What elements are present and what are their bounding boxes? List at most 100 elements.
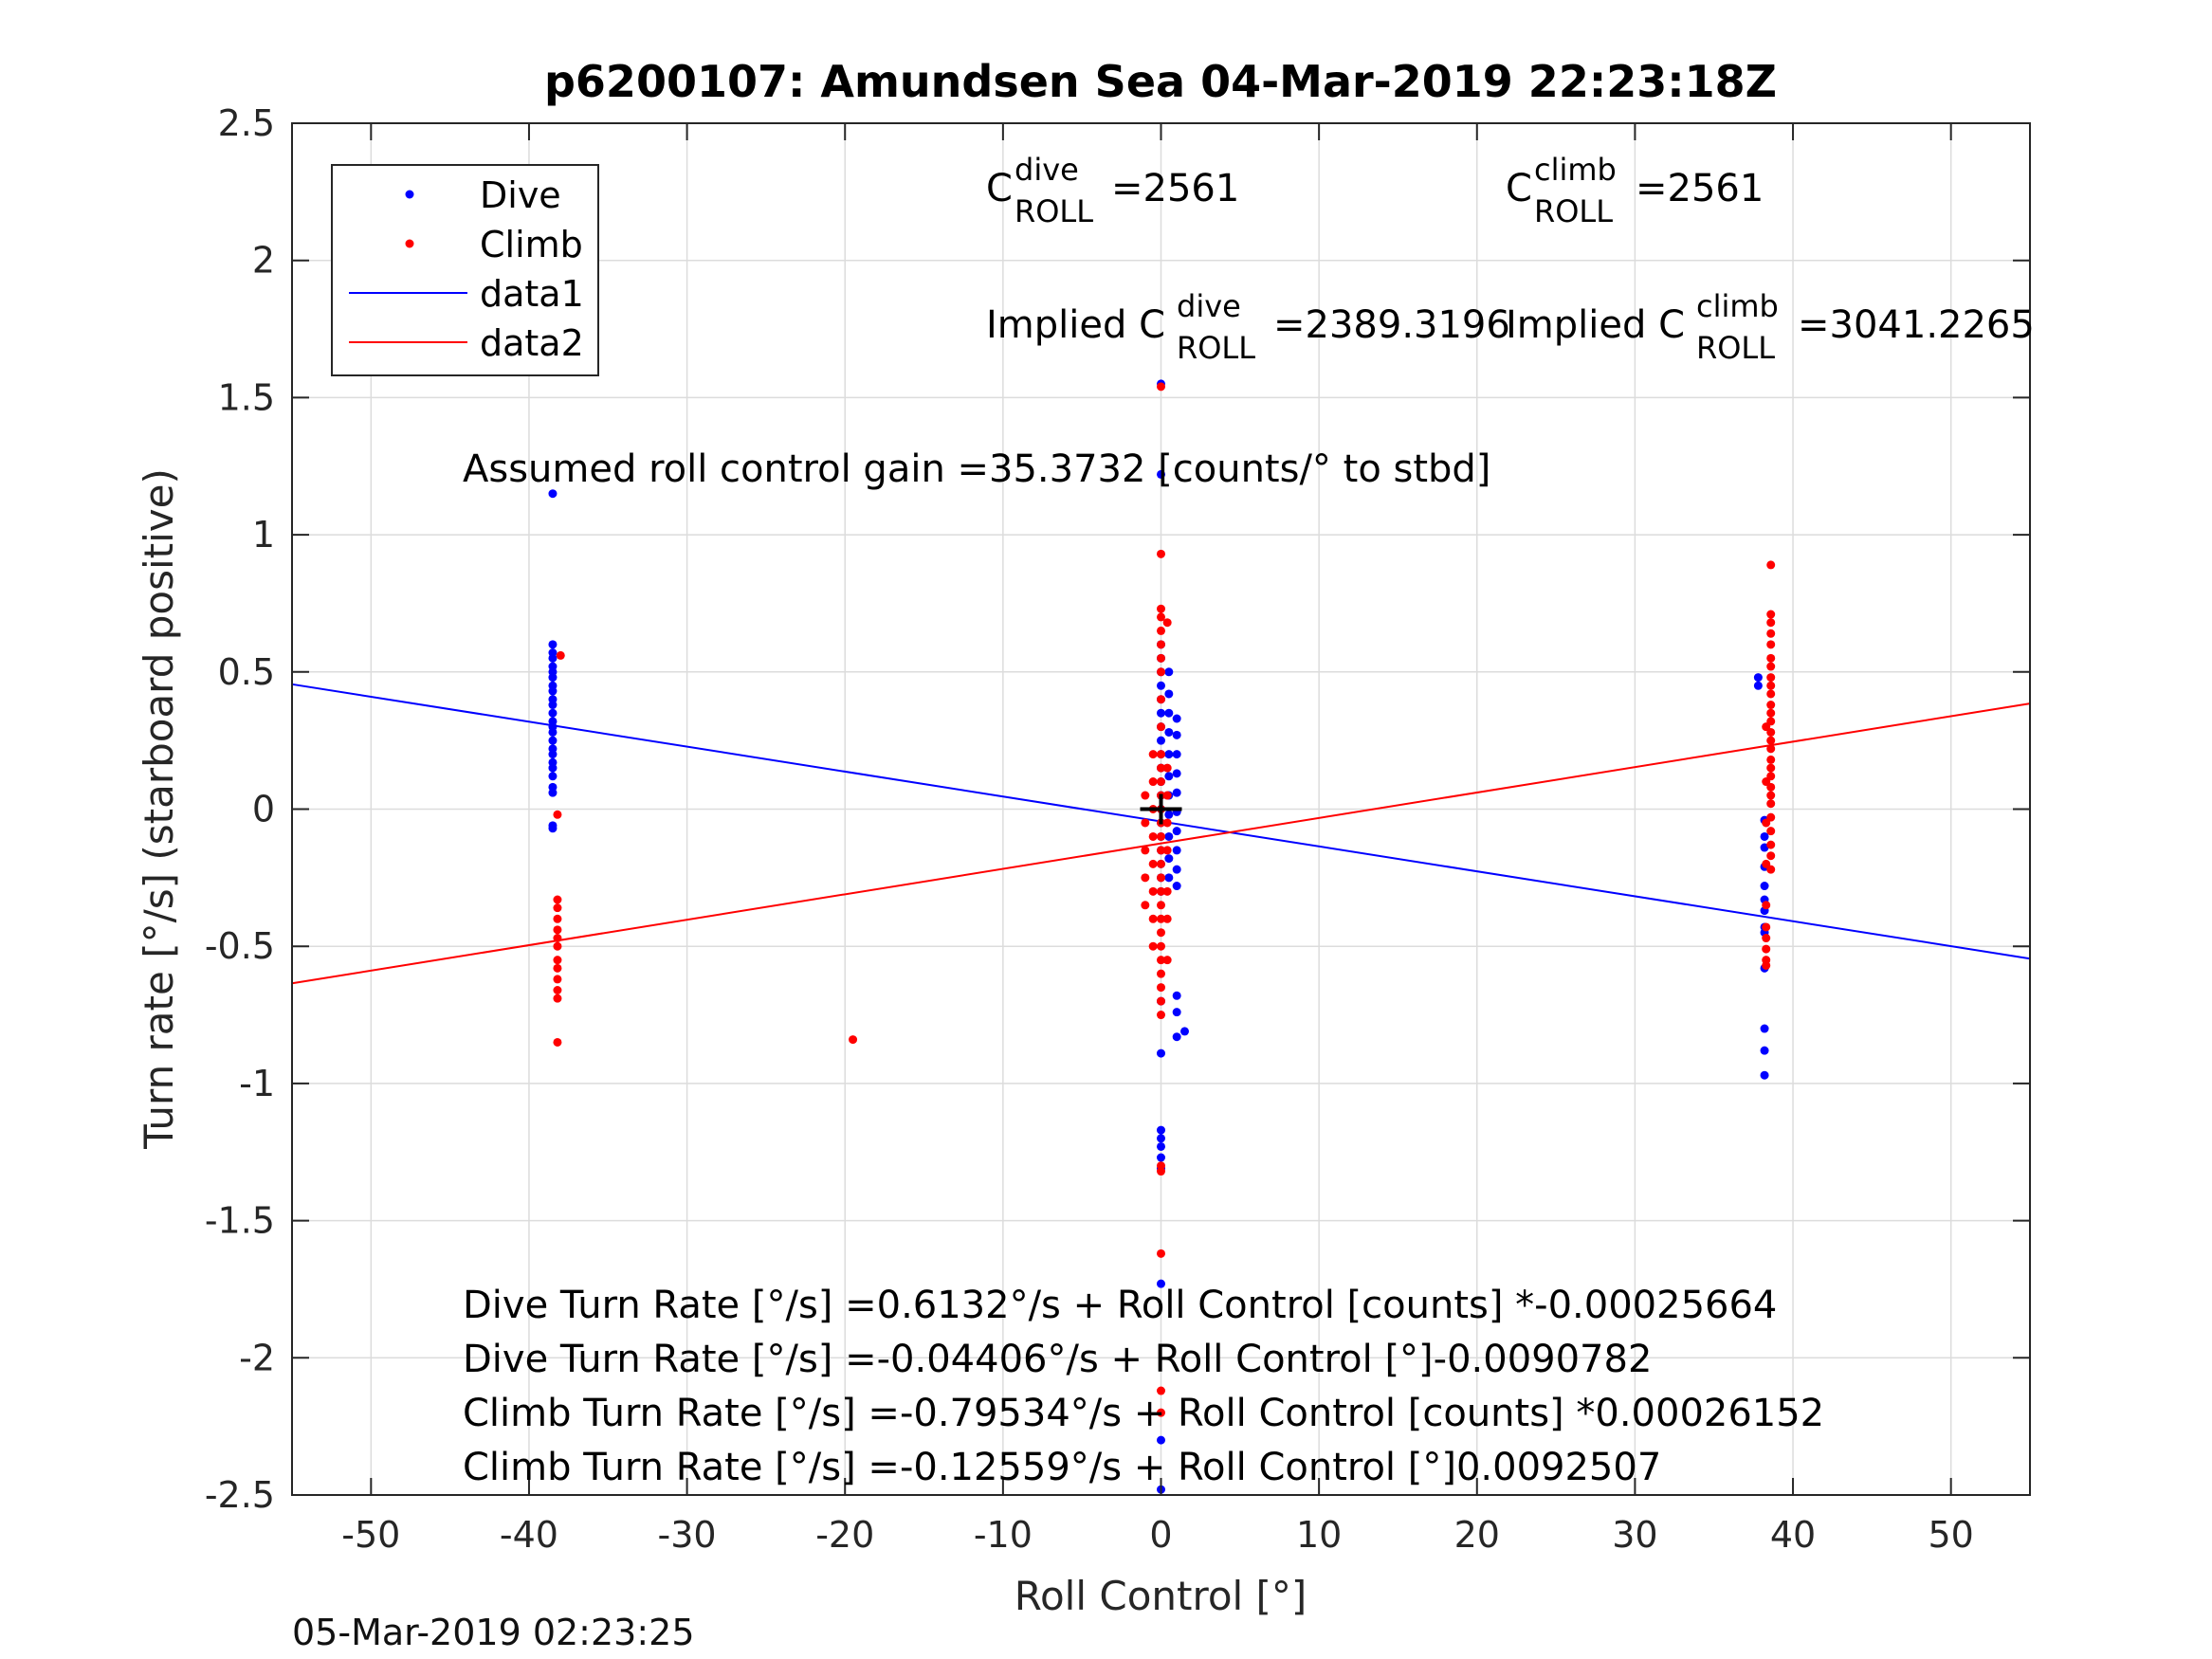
- climb-point: [1766, 744, 1776, 754]
- climb-point: [553, 1037, 562, 1047]
- dive-point: [1164, 831, 1174, 841]
- climb-point: [1157, 653, 1165, 663]
- climb-point: [1162, 618, 1172, 628]
- climb-point: [1157, 640, 1165, 649]
- climb-point: [1148, 914, 1158, 923]
- x-tick-label: -50: [341, 1514, 400, 1556]
- y-tick-label: -1.5: [205, 1200, 275, 1242]
- dive-point: [1164, 689, 1174, 699]
- legend-label-data2: data2: [480, 322, 584, 364]
- climb-point: [1157, 886, 1165, 896]
- c-roll-dive-value: =2561: [1111, 167, 1239, 210]
- x-tick-label: 10: [1296, 1514, 1342, 1556]
- dive-point: [548, 736, 558, 745]
- climb-point: [1157, 695, 1165, 704]
- dive-point: [1164, 727, 1174, 737]
- dive-point: [548, 653, 558, 663]
- legend-marker-dive: [405, 190, 414, 199]
- climb-point: [553, 914, 562, 923]
- legend-label-dive: Dive: [480, 174, 561, 216]
- y-tick-label: 1: [252, 514, 275, 556]
- fit-equation-eq1: Dive Turn Rate [°/s] =0.6132°/s + Roll C…: [463, 1284, 1777, 1327]
- climb-point: [1766, 629, 1776, 638]
- dive-point: [548, 640, 558, 649]
- climb-point: [1157, 996, 1165, 1006]
- climb-point: [1157, 1011, 1165, 1020]
- chart-title: p6200107: Amundsen Sea 04-Mar-2019 22:23…: [544, 56, 1777, 107]
- dive-point: [1172, 1032, 1181, 1042]
- legend-marker-climb: [405, 239, 414, 248]
- climb-point: [1762, 818, 1771, 828]
- dive-point: [1157, 469, 1165, 479]
- climb-point: [1141, 791, 1150, 800]
- climb-point: [1157, 941, 1165, 951]
- climb-point: [1766, 791, 1776, 800]
- dive-point: [1164, 772, 1174, 781]
- dive-point: [1157, 1153, 1165, 1162]
- climb-point: [553, 925, 562, 935]
- dive-point: [1172, 750, 1181, 759]
- dive-point: [548, 763, 558, 773]
- climb-point: [553, 975, 562, 984]
- x-tick-label: 0: [1149, 1514, 1172, 1556]
- climb-point: [1162, 846, 1172, 855]
- dive-point: [1760, 831, 1769, 841]
- footer-timestamp: 05-Mar-2019 02:23:25: [292, 1612, 695, 1653]
- legend-box: [331, 164, 599, 376]
- dive-point: [548, 788, 558, 797]
- implied-c-roll-climb: Implied C: [1506, 303, 1685, 347]
- climb-point: [1766, 560, 1776, 570]
- climb-point: [1157, 549, 1165, 558]
- roll-gain-annotation: Assumed roll control gain =35.3732 [coun…: [463, 447, 1490, 491]
- climb-point: [553, 941, 562, 951]
- dive-point: [548, 824, 558, 833]
- implied-c-roll-dive-sub: ROLL: [1177, 330, 1255, 366]
- dive-point: [1179, 1027, 1189, 1036]
- climb-point: [1148, 750, 1158, 759]
- climb-point: [1162, 914, 1172, 923]
- dive-point: [1760, 1070, 1769, 1080]
- climb-point: [1157, 846, 1165, 855]
- climb-point: [1157, 914, 1165, 923]
- climb-point: [1762, 960, 1771, 970]
- climb-point: [1157, 382, 1165, 392]
- implied-c-roll-dive-sup: dive: [1177, 288, 1241, 324]
- x-tick-label: 40: [1770, 1514, 1816, 1556]
- dive-point: [1164, 873, 1174, 883]
- dive-point: [1172, 882, 1181, 891]
- dive-point: [1164, 708, 1174, 718]
- c-roll-dive-sup: dive: [1015, 152, 1079, 188]
- climb-point: [1157, 983, 1165, 993]
- climb-point: [1766, 827, 1776, 836]
- climb-point: [1766, 755, 1776, 764]
- dive-point: [1753, 681, 1763, 690]
- climb-point: [553, 934, 562, 943]
- climb-point: [1766, 851, 1776, 861]
- climb-point: [1157, 667, 1165, 677]
- legend-label-climb: Climb: [480, 224, 583, 265]
- series-line-data2: [291, 702, 2031, 985]
- climb-point: [1157, 722, 1165, 732]
- chart-text: -50 -40 -30 -20 -10 0 10 20 30 40 50 2.5 2 1.5 1 0.5 0 -0…: [136, 56, 2035, 1619]
- climb-point: [1766, 610, 1776, 619]
- y-tick-label: 2.5: [218, 102, 275, 144]
- y-tick-label: -1: [239, 1063, 275, 1104]
- dive-point: [1172, 827, 1181, 836]
- climb-point: [1148, 941, 1158, 951]
- x-axis-label: Roll Control [°]: [1015, 1573, 1307, 1619]
- climb-point: [1766, 662, 1776, 671]
- climb-point: [1141, 818, 1150, 828]
- dive-point: [548, 727, 558, 737]
- climb-point: [553, 903, 562, 913]
- dive-point: [1157, 681, 1165, 690]
- climb-point: [1766, 618, 1776, 628]
- implied-c-roll-climb-sub: ROLL: [1696, 330, 1775, 366]
- c-roll-dive: C: [986, 167, 1013, 210]
- dive-point: [1172, 788, 1181, 797]
- climb-point: [553, 963, 562, 973]
- climb-point: [1157, 969, 1165, 978]
- dive-point: [1760, 882, 1769, 891]
- climb-point: [1762, 777, 1771, 787]
- climb-point: [1766, 799, 1776, 809]
